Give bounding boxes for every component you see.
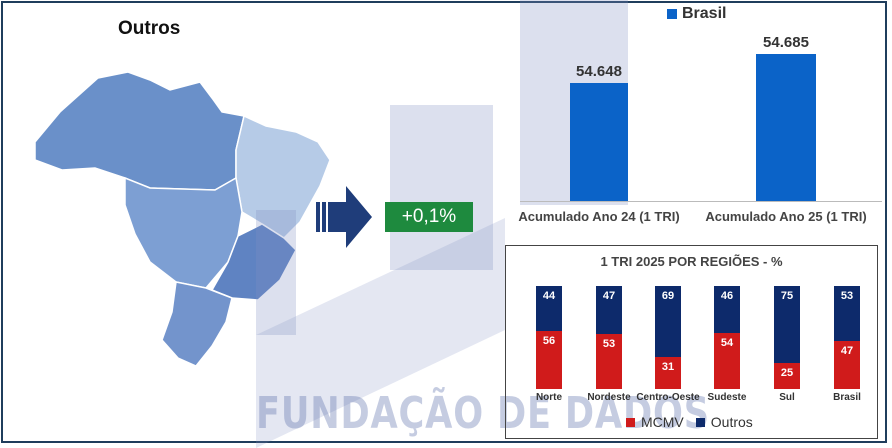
top-chart-legend: Brasil: [667, 5, 726, 23]
stack-mcmv-1: 56: [536, 331, 562, 389]
stack-mcmv-6: 47: [834, 340, 860, 389]
regions-chart-panel: 1 TRI 2025 POR REGIÕES - % MCMV Outros 4…: [505, 245, 878, 439]
bar-2: [756, 53, 816, 201]
map-region-sudeste: [210, 223, 297, 301]
stack-mcmv-2: 53: [596, 334, 622, 389]
regions-chart-title: 1 TRI 2025 POR REGIÕES - %: [600, 254, 783, 269]
category-label-1: Acumulado Ano 24 (1 TRI): [518, 209, 680, 224]
regions-chart-legend: MCMV Outros: [626, 414, 753, 430]
legend-swatch-brasil: [667, 9, 677, 19]
region-label-3: Centro-Oeste: [636, 392, 700, 403]
map-region-sul: [161, 281, 233, 367]
region-label-4: Sudeste: [707, 392, 747, 403]
stack-outros-6: 53: [834, 286, 860, 341]
stack-outros-4: 46: [714, 286, 740, 334]
region-label-1: Norte: [535, 392, 563, 403]
region-label-5: Sul: [779, 392, 795, 403]
region-title: Outros: [118, 18, 181, 39]
top-chart-axis: [520, 201, 882, 202]
stack-outros-1: 44: [536, 286, 562, 332]
stack-outros-2: 47: [596, 286, 622, 335]
stack-outros-5: 75: [774, 286, 800, 364]
legend-swatch-mcmv: [626, 417, 635, 427]
map-region-norte: [34, 71, 245, 191]
legend-label-mcmv: MCMV: [641, 414, 684, 430]
stack-mcmv-3: 31: [655, 357, 681, 389]
category-label-2: Acumulado Ano 25 (1 TRI): [705, 209, 867, 224]
bar-value-label-2: 54.685: [763, 33, 809, 51]
legend-swatch-outros: [695, 417, 705, 427]
bar-1: [570, 83, 628, 201]
region-label-6: Brasil: [833, 392, 861, 403]
bar-value-label-1: 54.648: [576, 63, 622, 81]
stack-mcmv-4: 54: [714, 333, 740, 389]
legend-label-outros: Outros: [710, 414, 753, 430]
region-label-2: Nordeste: [587, 392, 631, 403]
map-region-nordeste: [235, 114, 331, 239]
stack-mcmv-5: 25: [774, 363, 800, 389]
legend-label-brasil: Brasil: [682, 5, 727, 22]
growth-badge: +0,1%: [385, 202, 473, 232]
stack-outros-3: 69: [655, 286, 681, 358]
watermark-text: FUNDAÇÃO DE DADOS: [256, 388, 710, 439]
